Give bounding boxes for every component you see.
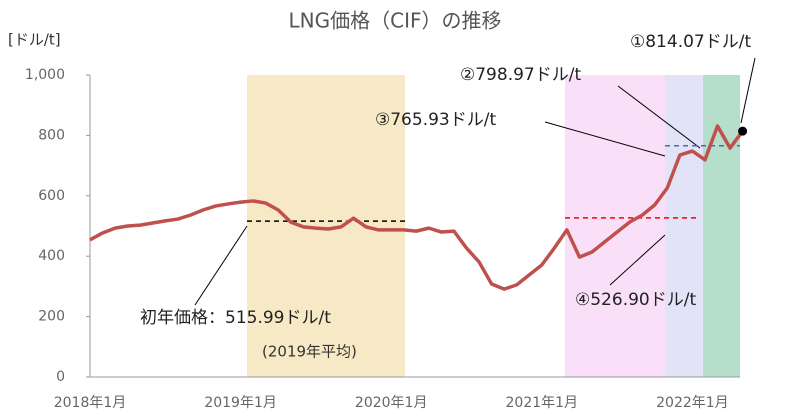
y-tick-label: 0	[56, 369, 65, 385]
period-3	[703, 75, 740, 377]
annotation: ①814.07ドル/t	[630, 32, 751, 52]
end-point	[738, 126, 748, 136]
y-tick-label: 200	[38, 309, 65, 325]
x-tick-label: 2018年1月	[54, 395, 127, 411]
leader	[617, 85, 701, 149]
annotation: ③765.93ドル/t	[375, 110, 496, 130]
note: (2019年平均)	[262, 343, 357, 361]
x-tick-label: 2022年1月	[656, 395, 729, 411]
leader	[544, 121, 666, 157]
y-tick-label: 400	[38, 248, 65, 264]
leader	[740, 57, 756, 124]
y-axis-label: [ドル/t]	[8, 31, 61, 49]
annotation: ④526.90ドル/t	[575, 290, 696, 310]
leader	[194, 225, 248, 306]
period-2	[665, 75, 703, 377]
y-tick-label: 1,000	[25, 67, 65, 83]
x-tick-label: 2020年1月	[355, 395, 428, 411]
y-tick-label: 800	[38, 127, 65, 143]
period-2019	[247, 75, 405, 377]
x-tick-label: 2019年1月	[204, 395, 277, 411]
annotation: ②798.97ドル/t	[460, 65, 581, 85]
series-line	[89, 124, 745, 291]
annotation: 初年価格：515.99ドル/t	[140, 308, 331, 328]
chart-title: LNG価格（CIF）の推移	[289, 9, 502, 33]
x-tick-label: 2021年1月	[506, 395, 579, 411]
y-tick-label: 600	[38, 188, 65, 204]
period-1	[565, 75, 665, 377]
leader	[609, 234, 666, 286]
